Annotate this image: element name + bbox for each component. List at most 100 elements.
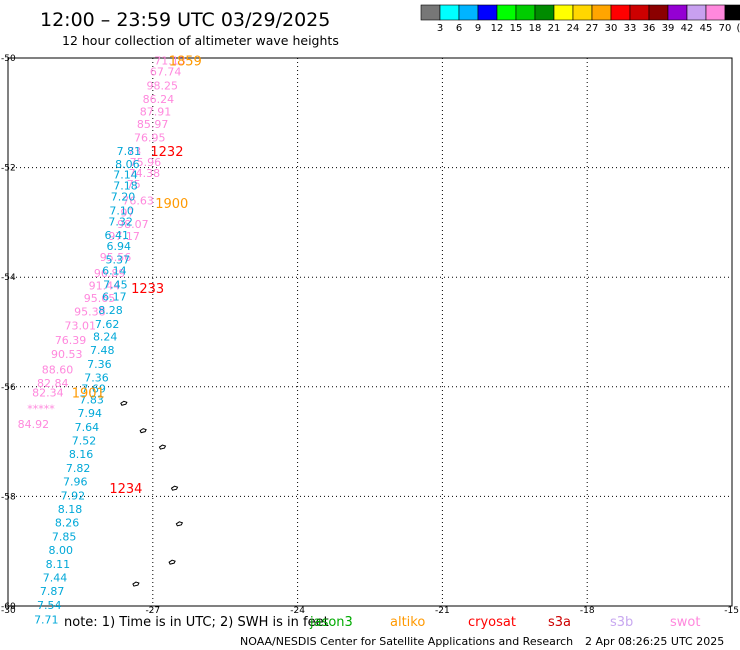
lat-tick-label: -52 [1, 164, 16, 174]
footer-timestamp: 2 Apr 08:26:25 UTC 2025 [585, 635, 724, 648]
legend-label: 42 [681, 23, 694, 34]
satellite-name: jason3 [309, 615, 353, 630]
legend-label: 39 [662, 23, 675, 34]
wave-height-value: 95.65 [84, 292, 116, 305]
legend-label: 6 [456, 23, 462, 34]
legend-label: 30 [605, 23, 618, 34]
wave-height-value: 7.62 [95, 318, 120, 331]
wave-height-value: 7.94 [78, 407, 103, 420]
lat-tick-label: -54 [1, 273, 16, 283]
wave-height-value: 90.53 [51, 348, 83, 361]
wave-height-value: 7.20 [111, 191, 136, 204]
wave-height-value: 7.82 [66, 462, 91, 475]
lat-tick-label: -60 [1, 602, 16, 612]
wave-height-value: 7.85 [52, 530, 77, 543]
wave-height-value: 7.18 [113, 180, 138, 193]
legend-label: 70 [719, 23, 732, 34]
legend-label: 27 [586, 23, 599, 34]
wave-height-value: 75.96 [130, 156, 162, 169]
legend-label: 33 [624, 23, 637, 34]
wave-height-value: 85.97 [137, 118, 169, 131]
wave-height-value: 86.24 [143, 93, 175, 106]
legend-swatch [686, 4, 707, 21]
wave-height-value: 7.14 [113, 169, 138, 182]
longitude-tick-labels: -30 -27 -24 -21 -18 -15 [1, 606, 739, 616]
wave-height-value: 82.84 [37, 377, 69, 390]
satellite-name: cryosat [468, 615, 516, 630]
latitude-tick-labels: -50 -52 -54 -56 -58 -60 [1, 54, 16, 612]
wave-height-value: 7.81 [117, 145, 142, 158]
legend-swatch [724, 4, 740, 21]
wave-height-value: 73 [127, 145, 141, 158]
wave-height-value: 7.48 [90, 344, 115, 357]
island-outline [139, 428, 147, 434]
page-title: 12:00 – 23:59 UTC 03/29/2025 [40, 9, 330, 31]
wave-height-value: 97 [120, 207, 134, 220]
wave-height-value: 87.91 [140, 106, 172, 119]
lon-tick-label: -30 [1, 606, 16, 616]
wave-height-value: 91.44 [89, 279, 121, 292]
footer-credit: NOAA/NESDIS Center for Satellite Applica… [240, 635, 573, 648]
wave-height-value: 7.10 [109, 204, 134, 217]
wave-height-value: 7.36 [84, 371, 109, 384]
legend-swatch [477, 4, 498, 21]
wave-height-value: 7.64 [75, 421, 100, 434]
island-outline [158, 444, 167, 450]
wave-height-value: 6.94 [106, 240, 130, 253]
wave-height-value: 75 [127, 178, 141, 191]
satellite-legend: jason3 altiko cryosat s3a s3b swot [309, 615, 700, 630]
island-outline [168, 559, 176, 565]
island-outline [175, 521, 184, 527]
wave-height-value: 8.16 [69, 448, 94, 461]
wave-height-value: 7.44 [43, 572, 68, 585]
wave-height-value: 82.34 [32, 386, 64, 399]
plot-area: 71.1367.7498.2586.2487.9185.9776.957375.… [7, 55, 733, 627]
satellite-name: swot [670, 615, 700, 630]
island-outline [120, 400, 128, 406]
legend-swatch [705, 4, 726, 21]
pass-time-label: 1234 [109, 482, 142, 497]
island-outlines [120, 400, 184, 587]
wave-height-value: 6.17 [102, 290, 127, 303]
wave-height-value: 76.63 [122, 194, 154, 207]
wave-height-value: 7.45 [103, 278, 128, 291]
legend-swatch [534, 4, 555, 21]
wave-height-value: 7.54 [37, 599, 62, 612]
island-outline [170, 485, 179, 491]
legend-swatch [572, 4, 593, 21]
legend-label: 45 [700, 23, 713, 34]
legend-label: 12 [491, 23, 504, 34]
legend-label: 9 [475, 23, 481, 34]
pass-time-label: 1233 [131, 282, 164, 297]
pass-time-label: 1900 [155, 197, 188, 212]
wave-height-value: 7.83 [79, 393, 104, 406]
wave-height-value: 7.87 [40, 585, 65, 598]
wave-height-value: 95.56 [100, 251, 132, 264]
legend-swatch [515, 4, 536, 21]
footer-note: note: 1) Time is in UTC; 2) SWH is in fe… [64, 615, 329, 630]
legend-swatch [420, 4, 441, 21]
wave-height-value: 8.26 [55, 517, 79, 530]
legend-label: 18 [529, 23, 542, 34]
wave-height-value: 5.37 [105, 254, 129, 267]
wave-height-value: ***** [27, 403, 55, 416]
plot-frame [7, 57, 733, 607]
island-outline [132, 581, 140, 587]
pass-time-label: 1232 [150, 145, 183, 160]
lat-tick-label: -58 [1, 492, 16, 502]
legend-label: 15 [510, 23, 523, 34]
legend-swatch [667, 4, 688, 21]
wave-height-value: 71.13 [154, 55, 186, 68]
grid-lines [8, 58, 732, 606]
wave-height-value: 7.71 [34, 614, 59, 627]
wave-height-value: 7.92 [61, 489, 86, 502]
wave-height-value: 96.89 [94, 267, 126, 280]
wave-height-value: 7.36 [87, 358, 112, 371]
wave-height-value: 97.17 [108, 230, 140, 243]
wave-height-value: 8.28 [98, 304, 123, 317]
legend-swatch [439, 4, 460, 21]
legend-label: 3 [437, 23, 443, 34]
wave-height-value: 98.25 [147, 79, 179, 92]
wave-height-value: 73.01 [64, 319, 96, 332]
